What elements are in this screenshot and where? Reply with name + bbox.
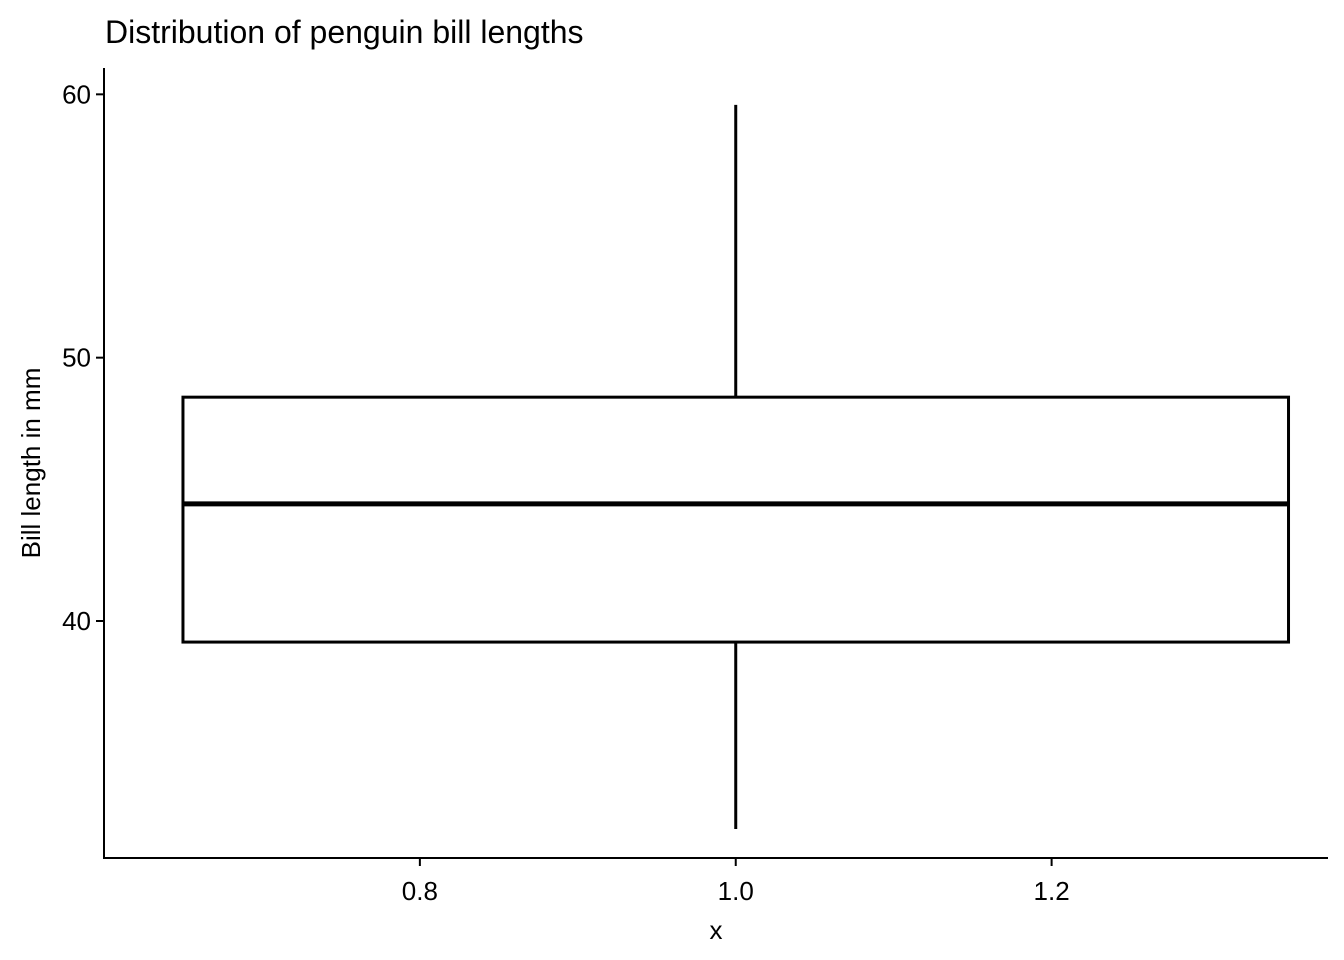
x-tick-label: 1.0 xyxy=(718,876,754,906)
y-tick-label: 50 xyxy=(62,343,91,373)
boxplot xyxy=(181,104,1291,830)
y-tick-label: 60 xyxy=(62,79,91,109)
y-tick-label: 40 xyxy=(62,606,91,636)
x-axis-title: x xyxy=(710,915,723,945)
y-axis-title: Bill length in mm xyxy=(16,368,46,559)
x-tick-label: 1.2 xyxy=(1034,876,1070,906)
interquartile-box xyxy=(181,395,1291,644)
y-axis-ticks: 40 50 60 xyxy=(62,79,104,636)
x-axis-ticks: 0.8 1.0 1.2 xyxy=(402,858,1070,906)
x-tick-label: 0.8 xyxy=(402,876,438,906)
chart-title: Distribution of penguin bill lengths xyxy=(105,14,584,50)
